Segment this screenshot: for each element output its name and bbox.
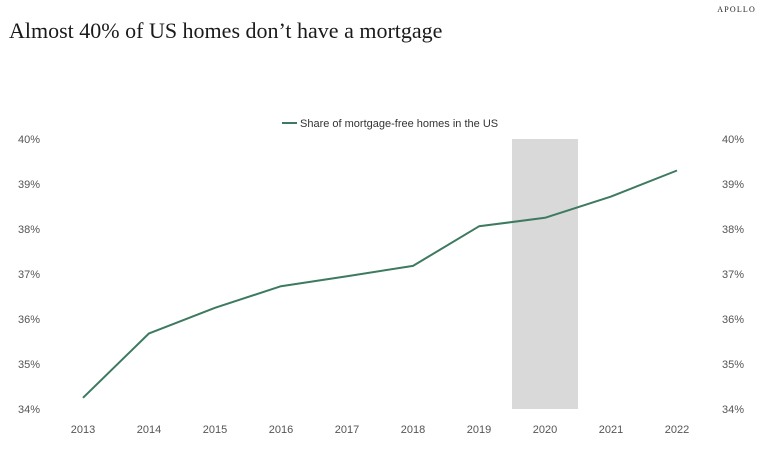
y-tick-left: 34% (18, 404, 40, 416)
y-tick-right: 40% (722, 134, 744, 146)
x-tick: 2020 (533, 424, 557, 436)
y-tick-left: 39% (18, 179, 40, 191)
x-tick: 2022 (665, 424, 689, 436)
y-tick-left: 36% (18, 314, 40, 326)
y-tick-right: 38% (722, 224, 744, 236)
y-tick-left: 37% (18, 269, 40, 281)
x-tick: 2017 (335, 424, 359, 436)
y-tick-right: 34% (722, 404, 744, 416)
y-tick-left: 35% (18, 359, 40, 371)
x-tick: 2014 (137, 424, 161, 436)
x-tick: 2016 (269, 424, 293, 436)
x-tick: 2013 (71, 424, 95, 436)
y-tick-right: 39% (722, 179, 744, 191)
brand-logo: APOLLO (717, 5, 756, 14)
legend-label: Share of mortgage-free homes in the US (300, 118, 498, 130)
series-line (82, 169, 678, 399)
y-tick-left: 38% (18, 224, 40, 236)
shaded-period (512, 139, 578, 409)
y-tick-right: 36% (722, 314, 744, 326)
x-tick: 2019 (467, 424, 491, 436)
y-tick-left: 40% (18, 134, 40, 146)
x-tick: 2021 (599, 424, 623, 436)
x-tick: 2015 (203, 424, 227, 436)
y-tick-right: 35% (722, 359, 744, 371)
y-tick-right: 37% (722, 269, 744, 281)
x-tick: 2018 (401, 424, 425, 436)
chart-title: Almost 40% of US homes don’t have a mort… (9, 18, 443, 43)
